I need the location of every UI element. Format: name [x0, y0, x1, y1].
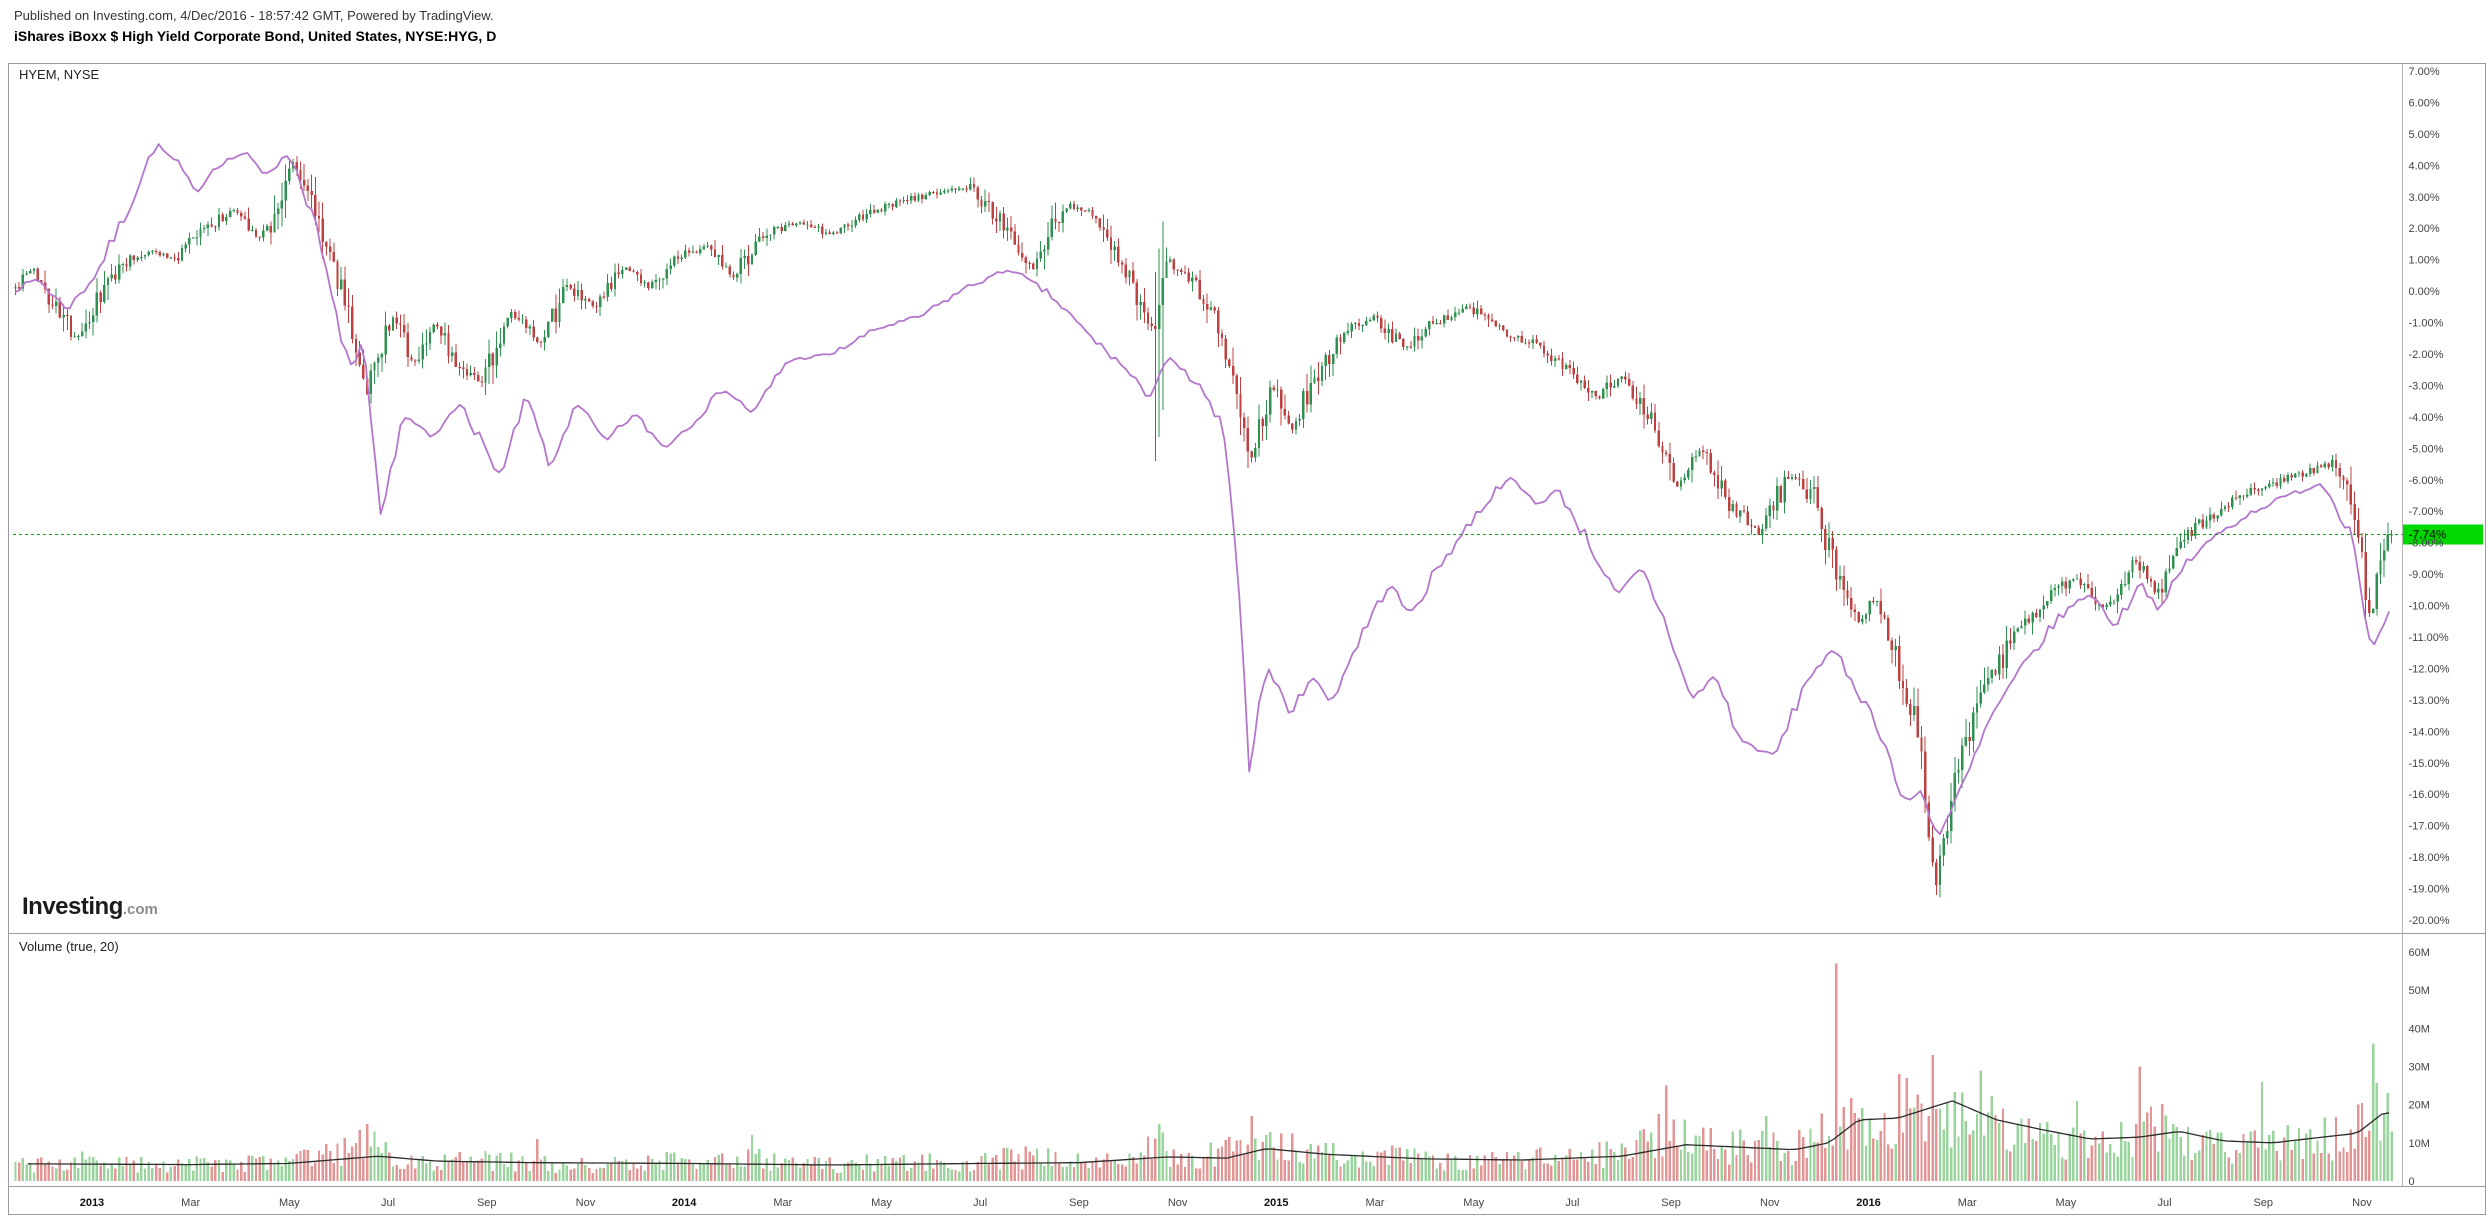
- svg-text:Sep: Sep: [1661, 1197, 1681, 1209]
- svg-text:Nov: Nov: [1760, 1197, 1780, 1209]
- time-axis-labels: 2013 Mar May Jul Sep Nov 2014 Mar May Jul Sep Nov 20…: [80, 1197, 2373, 1209]
- svg-text:2015: 2015: [1264, 1197, 1288, 1209]
- svg-text:May: May: [1463, 1197, 1484, 1209]
- svg-text:-19.00%: -19.00%: [2409, 884, 2450, 896]
- svg-text:-13.00%: -13.00%: [2409, 695, 2450, 707]
- svg-text:-8.00%: -8.00%: [2409, 538, 2444, 550]
- svg-text:-18.00%: -18.00%: [2409, 852, 2450, 864]
- svg-text:-12.00%: -12.00%: [2409, 663, 2450, 675]
- pane-label-volume: Volume (true, 20): [19, 939, 119, 954]
- svg-text:-14.00%: -14.00%: [2409, 726, 2450, 738]
- svg-text:0: 0: [2409, 1176, 2415, 1188]
- volume-axis-labels: 60M 50M 40M 30M 20M 10M 0: [2409, 947, 2430, 1188]
- svg-text:-20.00%: -20.00%: [2409, 915, 2450, 927]
- svg-text:-6.00%: -6.00%: [2409, 475, 2444, 487]
- hyem-line: [15, 143, 2390, 835]
- svg-text:-16.00%: -16.00%: [2409, 789, 2450, 801]
- svg-text:Sep: Sep: [1069, 1197, 1089, 1209]
- svg-text:60M: 60M: [2409, 947, 2430, 959]
- svg-text:Mar: Mar: [181, 1197, 200, 1209]
- svg-text:1.00%: 1.00%: [2409, 255, 2440, 267]
- investing-logo-suffix: .com: [122, 901, 158, 918]
- svg-text:-11.00%: -11.00%: [2409, 632, 2449, 644]
- svg-text:Sep: Sep: [2253, 1197, 2273, 1209]
- svg-text:Nov: Nov: [1168, 1197, 1188, 1209]
- volume-bars: [14, 963, 2393, 1182]
- svg-text:20M: 20M: [2409, 1100, 2430, 1112]
- svg-text:-15.00%: -15.00%: [2409, 758, 2450, 770]
- svg-text:Sep: Sep: [477, 1197, 497, 1209]
- svg-text:50M: 50M: [2409, 985, 2430, 997]
- hyg-candles: [14, 156, 2393, 898]
- svg-text:3.00%: 3.00%: [2409, 192, 2440, 204]
- svg-text:10M: 10M: [2409, 1138, 2430, 1150]
- chart-frame: [8, 63, 2486, 1215]
- published-line: Published on Investing.com, 4/Dec/2016 -…: [14, 8, 494, 23]
- svg-text:Jul: Jul: [1565, 1197, 1579, 1209]
- svg-text:-10.00%: -10.00%: [2409, 601, 2450, 613]
- svg-text:4.00%: 4.00%: [2409, 160, 2440, 172]
- svg-text:May: May: [871, 1197, 892, 1209]
- investing-logo: Investing.com: [22, 893, 158, 921]
- current-price-tag: -7.74%: [2403, 524, 2483, 545]
- svg-text:-7.00%: -7.00%: [2409, 506, 2444, 518]
- svg-text:30M: 30M: [2409, 1062, 2430, 1074]
- svg-text:-17.00%: -17.00%: [2409, 821, 2450, 833]
- svg-text:-3.00%: -3.00%: [2409, 380, 2444, 392]
- svg-text:Jul: Jul: [973, 1197, 987, 1209]
- svg-text:40M: 40M: [2409, 1023, 2430, 1035]
- svg-text:0.00%: 0.00%: [2409, 286, 2440, 298]
- svg-text:Nov: Nov: [576, 1197, 596, 1209]
- chart-title: iShares iBoxx $ High Yield Corporate Bon…: [14, 28, 497, 44]
- svg-text:2.00%: 2.00%: [2409, 223, 2440, 235]
- pane-label-symbol: HYEM, NYSE: [19, 67, 100, 82]
- svg-text:Mar: Mar: [773, 1197, 792, 1209]
- svg-text:2014: 2014: [672, 1197, 697, 1209]
- svg-text:2016: 2016: [1856, 1197, 1880, 1209]
- svg-text:-5.00%: -5.00%: [2409, 443, 2444, 455]
- svg-text:6.00%: 6.00%: [2409, 97, 2440, 109]
- svg-text:-1.00%: -1.00%: [2409, 318, 2444, 330]
- svg-text:-4.00%: -4.00%: [2409, 412, 2444, 424]
- svg-text:-9.00%: -9.00%: [2409, 569, 2444, 581]
- svg-text:2013: 2013: [80, 1197, 104, 1209]
- svg-text:Jul: Jul: [2158, 1197, 2172, 1209]
- svg-text:7.00%: 7.00%: [2409, 66, 2440, 78]
- svg-text:Mar: Mar: [1366, 1197, 1385, 1209]
- svg-text:5.00%: 5.00%: [2409, 129, 2440, 141]
- price-axis-labels: 7.00% 6.00% 5.00% 4.00% 3.00% 2.00% 1.00% 0.00%…: [2409, 66, 2450, 927]
- svg-text:-2.00%: -2.00%: [2409, 349, 2444, 361]
- svg-text:Mar: Mar: [1958, 1197, 1977, 1209]
- svg-text:May: May: [2055, 1197, 2076, 1209]
- svg-text:May: May: [279, 1197, 300, 1209]
- svg-text:-7.74%: -7.74%: [2409, 527, 2447, 541]
- svg-text:Jul: Jul: [381, 1197, 395, 1209]
- svg-text:Nov: Nov: [2352, 1197, 2372, 1209]
- volume-ma-line: [27, 1100, 2390, 1166]
- investing-logo-brand: Investing: [22, 893, 123, 920]
